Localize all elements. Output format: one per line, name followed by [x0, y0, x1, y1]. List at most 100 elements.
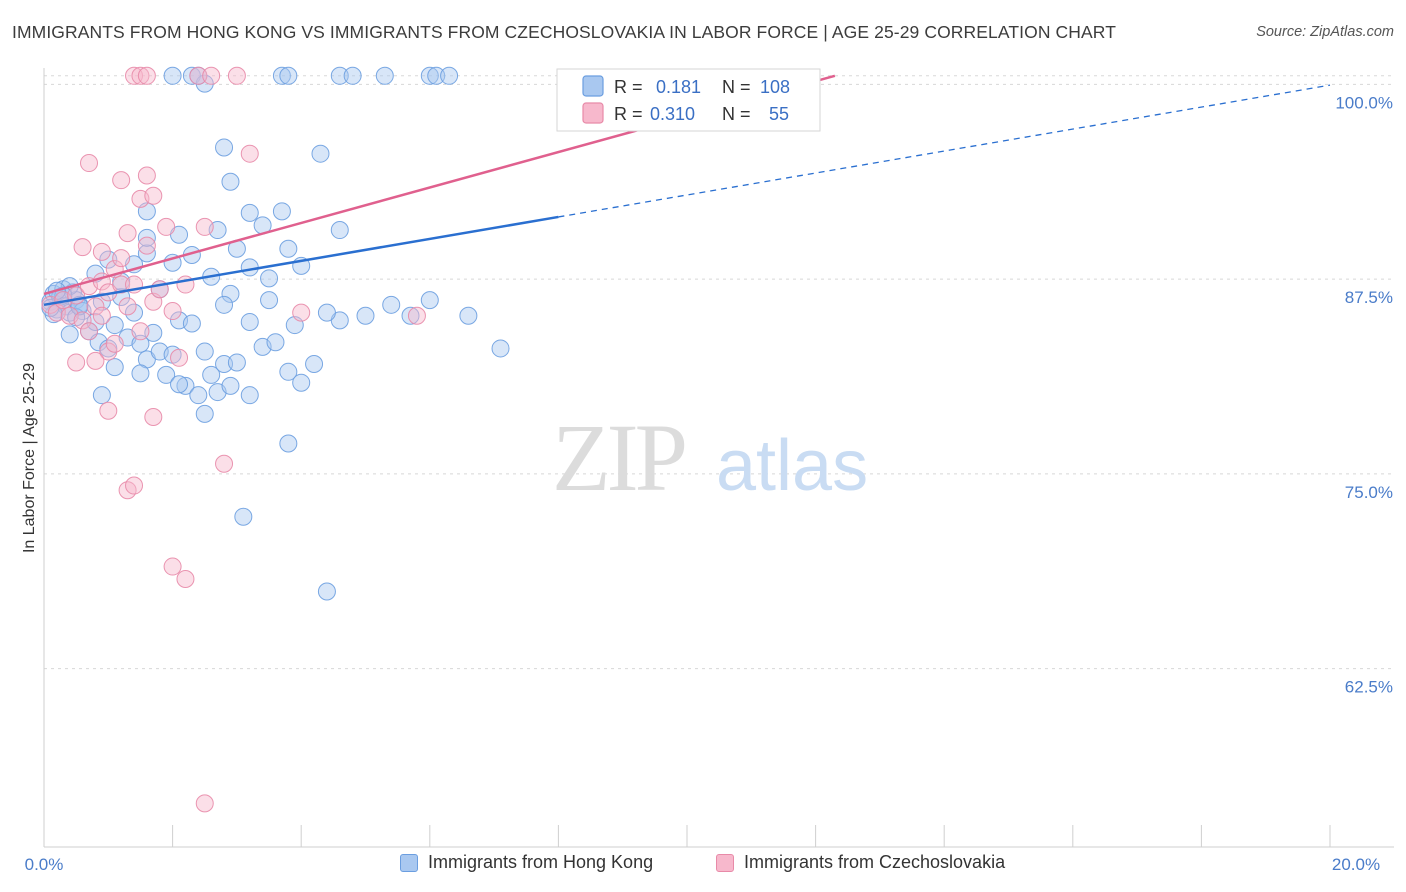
hong-kong-point-28	[131, 334, 150, 353]
chart-title: IMMIGRANTS FROM HONG KONG VS IMMIGRANTS …	[12, 22, 1116, 42]
czechoslovakia-point-44	[163, 557, 182, 576]
hong-kong-point-86	[195, 404, 214, 423]
hong-kong-point-37	[189, 386, 208, 405]
hong-kong-point-22	[92, 292, 111, 311]
hong-kong-point-66	[221, 284, 240, 303]
hong-kong-point-91	[317, 303, 336, 322]
hong-kong-point-104	[279, 434, 298, 453]
bottom-legend-swatch-pink	[716, 853, 734, 872]
hong-kong-point-44	[240, 312, 259, 331]
czechoslovakia-point-40	[144, 407, 163, 426]
bottom-legend-label-hong-kong: Immigrants from Hong Kong	[428, 852, 654, 872]
y-axis-label: In Labor Force | Age 25-29	[21, 363, 38, 553]
x-tick-labels: 0.0% 20.0%	[25, 855, 1380, 874]
czechoslovakia-point-7	[86, 297, 105, 316]
czechoslovakia-point-43	[125, 476, 144, 495]
hong-kong-point-83	[105, 358, 124, 377]
hong-kong-point-49	[305, 355, 324, 374]
legend-r-label-blue: R =	[614, 77, 643, 97]
y-tick-label-0: 62.5%	[1345, 678, 1393, 697]
hong-kong-point-56	[491, 339, 510, 358]
hong-kong-point-69	[279, 239, 298, 258]
watermark: ZIP atlas	[552, 404, 868, 511]
czechoslovakia-point-10	[112, 275, 131, 294]
y-tick-label-1: 75.0%	[1345, 483, 1393, 502]
czechoslovakia-point-19	[163, 302, 182, 321]
hong-kong-point-92	[163, 66, 182, 85]
hong-kong-point-43	[227, 353, 246, 372]
legend-r-label-pink: R =	[614, 104, 643, 124]
hong-kong-point-82	[215, 138, 234, 157]
czechoslovakia-point-31	[195, 217, 214, 236]
hong-kong-point-98	[330, 66, 349, 85]
hong-kong-point-16	[60, 325, 79, 344]
czechoslovakia-point-49	[125, 66, 144, 85]
hong-kong-point-38	[195, 342, 214, 361]
czechoslovakia-point-38	[170, 348, 189, 367]
hong-kong-point-102	[427, 66, 446, 85]
czechoslovakia-point-13	[92, 306, 111, 325]
hong-kong-point-35	[176, 376, 195, 395]
series-hong-kong-points	[41, 66, 510, 601]
hong-kong-point-55	[459, 306, 478, 325]
czechoslovakia-point-36	[80, 154, 99, 173]
hong-kong-point-41	[215, 355, 234, 374]
x-tick-label-1: 20.0%	[1332, 855, 1380, 874]
czechoslovakia-point-54	[227, 66, 246, 85]
czechoslovakia-point-34	[112, 171, 131, 190]
czechoslovakia-point-51	[137, 66, 156, 85]
czechoslovakia-point-37	[240, 144, 259, 163]
hong-kong-point-88	[260, 291, 279, 310]
watermark-atlas: atlas	[716, 426, 868, 506]
axes	[43, 68, 1394, 848]
hong-kong-point-99	[343, 66, 362, 85]
legend-n-value-blue: 108	[760, 77, 790, 97]
hong-kong-point-107	[131, 364, 150, 383]
czechoslovakia-point-21	[67, 353, 86, 372]
trend-line-hong-kong-solid	[43, 215, 559, 307]
hong-kong-point-80	[272, 202, 291, 221]
czechoslovakia-point-29	[92, 242, 111, 261]
legend-r-value-blue: 0.181	[656, 77, 701, 97]
czechoslovakia-point-42	[118, 481, 137, 500]
hong-kong-point-30	[144, 323, 163, 342]
hong-kong-point-84	[170, 375, 189, 394]
hong-kong-point-24	[105, 316, 124, 335]
hong-kong-point-103	[440, 66, 459, 85]
czechoslovakia-point-26	[137, 236, 156, 255]
hong-kong-point-71	[137, 228, 156, 247]
hong-kong-point-90	[215, 295, 234, 314]
hong-kong-point-87	[92, 386, 111, 405]
czechoslovakia-point-33	[144, 186, 163, 205]
hong-kong-point-76	[330, 221, 349, 240]
source-note: Source: ZipAtlas.com	[1256, 24, 1394, 40]
y-tick-label-2: 87.5%	[1345, 288, 1393, 307]
hong-kong-point-105	[234, 507, 253, 526]
hong-kong-point-61	[137, 244, 156, 263]
gridlines	[44, 75, 1394, 670]
czechoslovakia-point-35	[137, 166, 156, 185]
czechoslovakia-point-53	[202, 66, 221, 85]
czechoslovakia-point-39	[99, 401, 118, 420]
hong-kong-point-36	[182, 314, 201, 333]
czechoslovakia-point-5	[73, 311, 92, 330]
hong-kong-point-101	[420, 66, 439, 85]
hong-kong-point-42	[221, 376, 240, 395]
hong-kong-point-47	[279, 362, 298, 381]
czechoslovakia-point-45	[176, 570, 195, 589]
czechoslovakia-point-25	[112, 249, 131, 268]
czechoslovakia-point-16	[131, 322, 150, 341]
legend-n-label-pink: N =	[722, 104, 751, 124]
watermark-zip: ZIP	[552, 404, 685, 511]
hong-kong-point-79	[240, 203, 259, 222]
legend-n-value-pink: 55	[769, 104, 789, 124]
legend-r-value-pink: 0.310	[650, 104, 695, 124]
x-tick-label-0: 0.0%	[25, 855, 64, 874]
czechoslovakia-point-30	[118, 224, 137, 243]
hong-kong-point-48	[292, 373, 311, 392]
trend-line-hong-kong-dashed	[558, 84, 1331, 218]
czechoslovakia-point-50	[131, 66, 150, 85]
legend-swatch-pink	[582, 102, 604, 124]
legend-box: R = 0.181 N = 108 R = 0.310 N = 55	[556, 68, 821, 132]
